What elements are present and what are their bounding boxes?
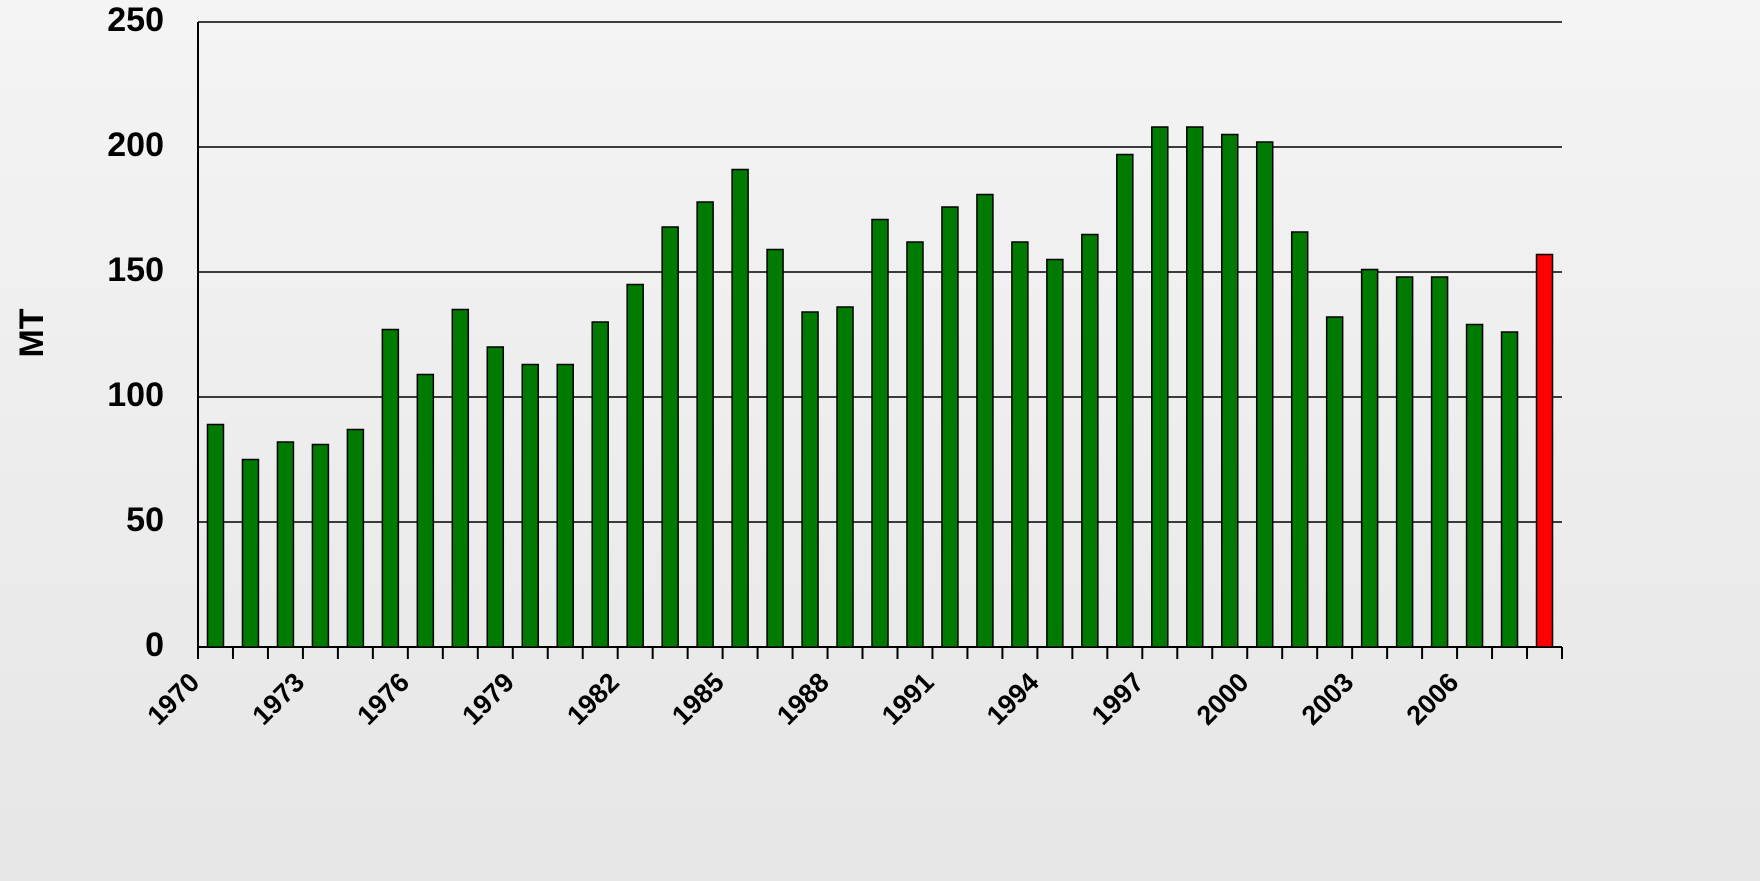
- bar: [1220, 133, 1239, 648]
- bar: [1255, 141, 1274, 648]
- x-tick-label: 1988: [771, 667, 835, 731]
- bar: [1395, 276, 1414, 648]
- bar: [731, 168, 749, 648]
- bar: [1430, 276, 1449, 648]
- x-tick-label: 1991: [876, 667, 940, 731]
- x-tick-label: 1973: [247, 667, 311, 731]
- bar: [486, 346, 505, 648]
- y-tick-label: 100: [107, 376, 164, 414]
- bar: [451, 308, 470, 648]
- bar: [346, 428, 365, 648]
- bar: [591, 321, 609, 648]
- bar: [556, 363, 574, 648]
- bar: [521, 363, 540, 648]
- bar: [1500, 331, 1519, 648]
- bar: [661, 226, 679, 648]
- bar: [1360, 268, 1379, 648]
- x-tick-label: 1985: [666, 667, 730, 731]
- y-tick-label: 150: [107, 251, 164, 289]
- bar: [1046, 258, 1064, 648]
- bar: [206, 423, 225, 648]
- bar: [976, 193, 994, 648]
- x-tick-label: 1982: [561, 667, 625, 731]
- bar: [1116, 153, 1134, 648]
- bar: [1151, 126, 1169, 648]
- bar: [1535, 253, 1554, 648]
- x-tick-label: 1994: [981, 667, 1045, 731]
- bar: [1465, 323, 1484, 648]
- y-axis-label: MT: [13, 308, 51, 357]
- x-tick-label: 1997: [1086, 667, 1150, 731]
- bar: [381, 328, 400, 648]
- x-tick-label: 2003: [1296, 667, 1360, 731]
- bar: [766, 248, 784, 648]
- bar: [1011, 241, 1029, 648]
- bar: [241, 458, 260, 648]
- bar: [1325, 316, 1344, 648]
- bar: [626, 283, 644, 648]
- x-tick-label: 1976: [351, 667, 415, 731]
- bar: [836, 306, 854, 648]
- bar: [1186, 126, 1204, 648]
- bar: [311, 443, 330, 648]
- bar: [906, 241, 924, 648]
- bar: [416, 373, 435, 648]
- bar: [801, 311, 819, 648]
- x-tick-label: 2000: [1191, 667, 1255, 731]
- bar: [941, 206, 959, 648]
- x-tick-label: 1979: [456, 667, 520, 731]
- bar: [276, 441, 295, 648]
- bar: [871, 218, 889, 648]
- y-tick-label: 200: [107, 126, 164, 164]
- y-tick-label: 250: [107, 1, 164, 39]
- x-tick-label: 1970: [142, 667, 206, 731]
- y-tick-label: 50: [126, 501, 164, 539]
- bar: [1081, 233, 1099, 648]
- bar: [1290, 231, 1309, 648]
- y-tick-label: 0: [145, 626, 164, 664]
- x-tick-label: 2006: [1401, 667, 1465, 731]
- bar: [696, 201, 714, 648]
